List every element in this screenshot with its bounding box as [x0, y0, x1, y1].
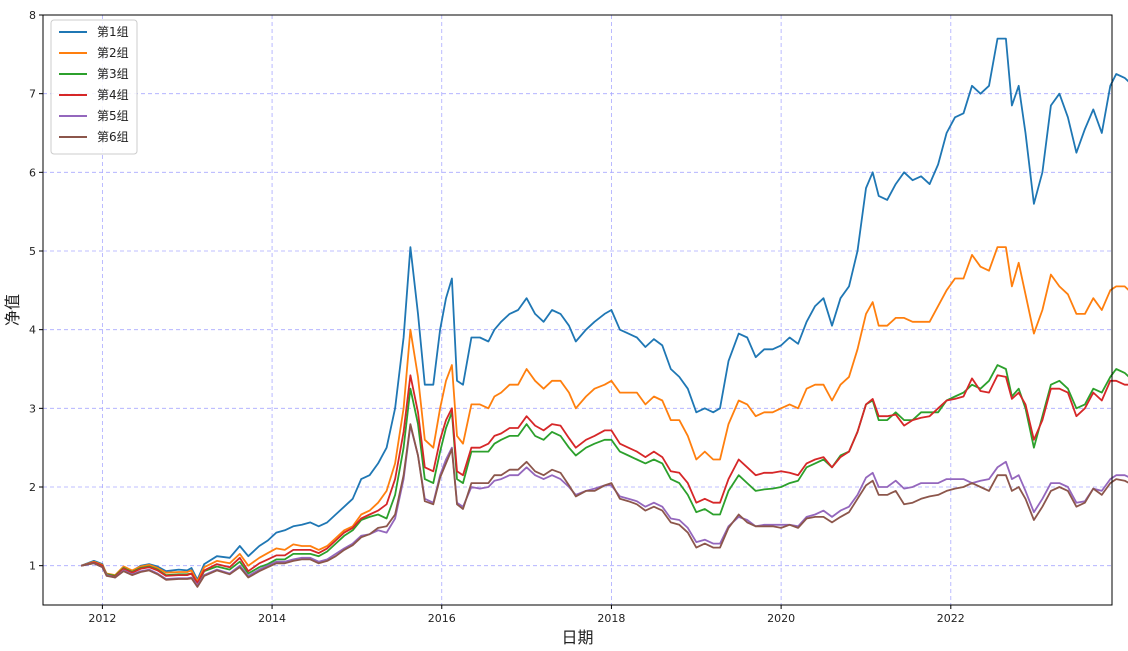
series-line-4: [80, 374, 1128, 584]
x-tick-label: 2018: [597, 612, 625, 625]
legend-label: 第2组: [97, 46, 129, 60]
y-tick-label: 1: [29, 560, 36, 573]
legend-label: 第6组: [97, 130, 129, 144]
x-tick-label: 2020: [767, 612, 795, 625]
grid: [43, 15, 1112, 605]
y-tick-label: 8: [29, 9, 36, 22]
series-lines: [80, 37, 1128, 588]
y-tick-label: 3: [29, 402, 36, 415]
y-tick-label: 7: [29, 88, 36, 101]
y-tick-label: 4: [29, 324, 36, 337]
series-line-5: [81, 424, 1128, 587]
x-tick-label: 2022: [937, 612, 965, 625]
legend-label: 第1组: [97, 25, 129, 39]
x-tick-label: 2014: [258, 612, 286, 625]
y-tick-label: 6: [29, 166, 36, 179]
series-line-2: [80, 246, 1128, 583]
legend-label: 第4组: [97, 88, 129, 102]
series-line-6: [81, 423, 1128, 588]
series-line-1: [80, 37, 1128, 581]
series-line-3: [80, 364, 1128, 585]
x-tick-label: 2016: [428, 612, 456, 625]
x-tick-label: 2012: [88, 612, 116, 625]
x-axis-label: 日期: [561, 628, 593, 647]
plot-frame: [42, 14, 1113, 606]
y-tick-label: 5: [29, 245, 36, 258]
legend-label: 第3组: [97, 67, 129, 81]
y-axis-label: 净值: [3, 294, 22, 326]
x-axis-ticks: 2012 2014 2016 2018 2020 2022: [88, 605, 965, 625]
y-tick-label: 2: [29, 481, 36, 494]
y-axis-ticks: 1 2 3 4 5 6 7 8: [29, 9, 43, 573]
legend-label: 第5组: [97, 109, 129, 123]
